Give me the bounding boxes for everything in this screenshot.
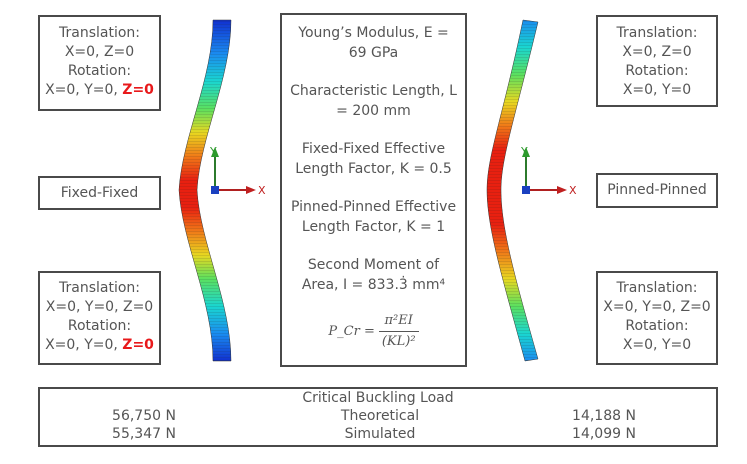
formula-fraction: π²EI (KL)² (378, 311, 419, 352)
pinned-pinned-label-box: Pinned-Pinned (596, 173, 718, 208)
translation-label: Translation: (59, 25, 140, 41)
rotation-z-highlight: Z=0 (122, 82, 154, 98)
parameters-box: Young’s Modulus, E = 69 GPa Characterist… (280, 13, 467, 367)
pinned-pinned-factor: Pinned-Pinned Effective Length Factor, K… (288, 197, 459, 237)
pinned-pinned-beam-contour (486, 19, 539, 362)
theoretical-label: Theoretical (340, 408, 420, 424)
rotation-z-highlight: Z=0 (122, 337, 154, 353)
rotation-label: Rotation: (625, 63, 689, 79)
characteristic-length: Characteristic Length, L = 200 mm (288, 81, 459, 121)
moment-label: Second Moment of (307, 257, 440, 273)
left-axis-triad: Y X (209, 145, 266, 197)
fixed-fixed-label-box: Fixed-Fixed (38, 176, 161, 210)
translation-label: Translation: (59, 280, 140, 296)
fixed-fixed-label: Fixed-Fixed (60, 185, 139, 201)
translation-label: Translation: (616, 280, 698, 296)
fixed-fixed-beam-contour (178, 19, 232, 362)
right-axis-triad: Y X (520, 145, 577, 197)
results-table: Critical Buckling Load 56,750 N Theoreti… (38, 387, 718, 447)
second-moment: Second Moment of Area, I = 833.3̇ mm⁴ (288, 255, 459, 295)
pinned-theoretical-value: 14,188 N (572, 408, 636, 424)
translation-values: X=0, Y=0, Z=0 (45, 299, 154, 315)
fixed-theoretical-value: 56,750 N (112, 408, 176, 424)
rotation-xy: X=0, Y=0, (45, 337, 123, 353)
pinned-bottom-boundary-box: Translation: X=0, Y=0, Z=0 Rotation: X=0… (596, 271, 718, 365)
pp-factor-label: Pinned-Pinned Effective (290, 199, 457, 215)
rotation-values: X=0, Y=0, Z=0 (40, 336, 159, 355)
length-label: Characteristic Length, L (290, 83, 457, 99)
rotation-values: X=0, Y=0 (622, 337, 692, 353)
translation-values: X=0, Z=0 (622, 44, 692, 60)
rotation-label: Rotation: (67, 63, 132, 79)
fixed-bottom-boundary-box: Translation: X=0, Y=0, Z=0 Rotation: X=0… (38, 271, 161, 365)
length-value: = 200 mm (336, 103, 411, 119)
translation-label: Translation: (616, 25, 698, 41)
rotation-values: X=0, Y=0, Z=0 (40, 81, 159, 100)
x-axis-label: X (258, 184, 266, 197)
pinned-simulated-value: 14,099 N (572, 426, 636, 442)
formula-lhs: P_Cr = (328, 323, 375, 339)
fixed-fixed-factor: Fixed-Fixed Effective Length Factor, K =… (288, 139, 459, 179)
rotation-label: Rotation: (625, 318, 689, 334)
fixed-top-boundary-box: Translation: X=0, Z=0 Rotation: X=0, Y=0… (38, 15, 161, 111)
moment-value: Area, I = 833.3̇ mm⁴ (301, 277, 446, 293)
formula-denominator: (KL)² (381, 334, 416, 349)
pinned-pinned-label: Pinned-Pinned (607, 182, 707, 198)
results-title: Critical Buckling Load (302, 390, 454, 406)
x-axis-label: X (569, 184, 577, 197)
translation-values: X=0, Z=0 (64, 44, 135, 60)
formula-numerator: π²EI (378, 311, 419, 332)
buckling-formula: P_Cr = π²EI (KL)² (288, 311, 459, 352)
pp-factor-value: Length Factor, K = 1 (301, 219, 446, 235)
pinned-top-boundary-box: Translation: X=0, Z=0 Rotation: X=0, Y=0 (596, 15, 718, 107)
y-axis-label: Y (520, 145, 528, 158)
youngs-modulus: Young’s Modulus, E = 69 GPa (288, 23, 459, 63)
youngs-modulus-value: 69 GPa (348, 45, 399, 61)
translation-values: X=0, Y=0, Z=0 (603, 299, 711, 315)
y-axis-label: Y (209, 145, 217, 158)
rotation-label: Rotation: (67, 318, 132, 334)
ff-factor-value: Length Factor, K = 0.5 (295, 161, 452, 177)
rotation-values: X=0, Y=0 (622, 82, 692, 98)
simulated-label: Simulated (344, 426, 416, 442)
ff-factor-label: Fixed-Fixed Effective (301, 141, 446, 157)
rotation-xy: X=0, Y=0, (45, 82, 123, 98)
fixed-simulated-value: 55,347 N (112, 426, 176, 442)
youngs-modulus-label: Young’s Modulus, E = (298, 25, 449, 41)
